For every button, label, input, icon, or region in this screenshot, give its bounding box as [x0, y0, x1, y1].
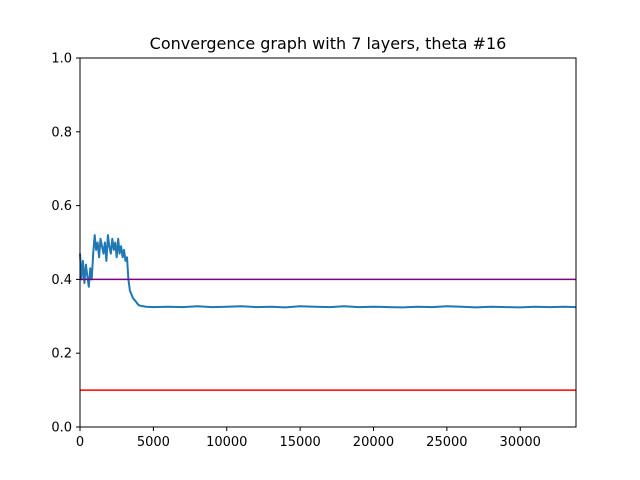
x-tick-label: 15000	[279, 435, 320, 450]
y-tick-label: 0.2	[51, 347, 72, 362]
y-tick-label: 0.8	[51, 125, 72, 140]
x-tick-label: 25000	[426, 435, 467, 450]
series-line-0	[79, 234, 577, 309]
x-tick-label: 0	[76, 435, 84, 450]
plot-frame	[79, 57, 577, 428]
x-tick-label: 30000	[500, 435, 541, 450]
y-tick-label: 0.6	[51, 199, 72, 214]
chart-title: Convergence graph with 7 layers, theta #…	[150, 34, 507, 53]
y-tick-label: 0.0	[51, 421, 72, 436]
x-axis: 0 5000 10000 15000 20000 25000 30000	[76, 427, 541, 450]
y-tick-label: 0.4	[51, 273, 72, 288]
y-axis: 0.0 0.2 0.4 0.6 0.8 1.0	[51, 52, 80, 436]
y-tick-label: 1.0	[51, 52, 72, 67]
x-tick-label: 10000	[206, 435, 247, 450]
x-tick-label: 20000	[353, 435, 394, 450]
x-tick-label: 5000	[137, 435, 170, 450]
series-layer	[79, 234, 577, 391]
